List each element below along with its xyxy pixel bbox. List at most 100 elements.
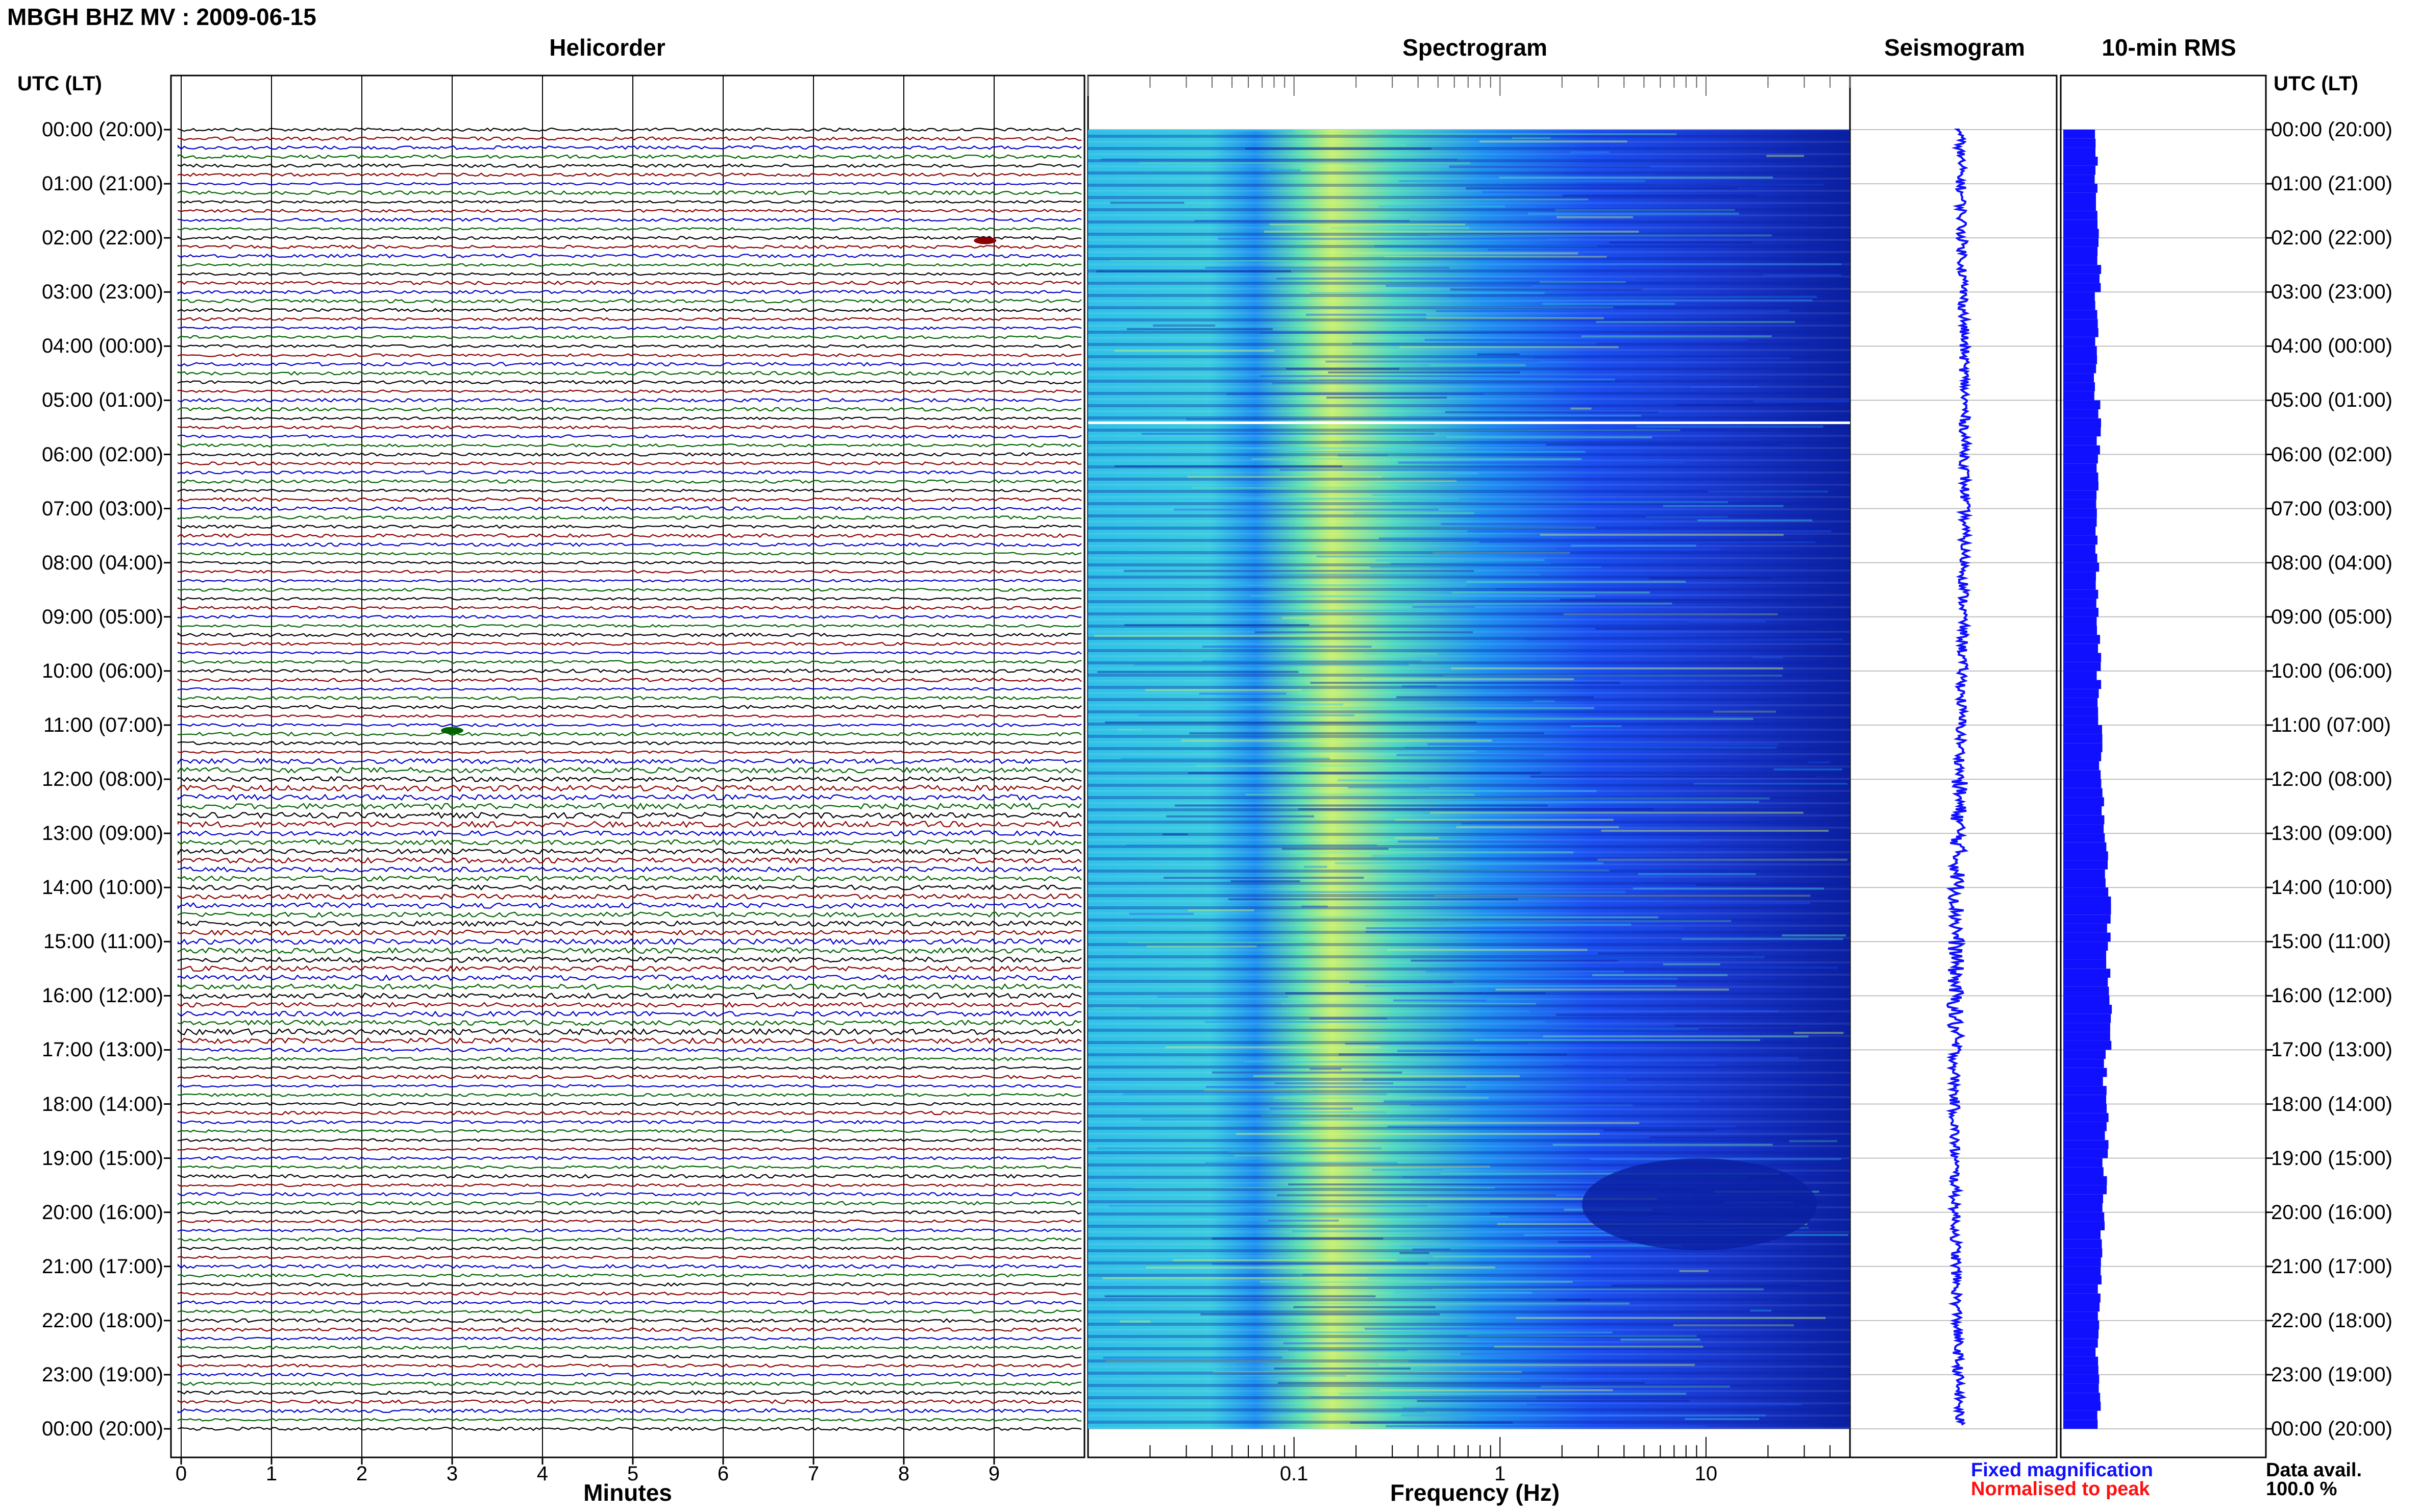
rms-bar xyxy=(2063,1013,2111,1023)
helicorder-trace xyxy=(177,821,1082,828)
time-tick-label-left: 23:00 (19:00) xyxy=(42,1363,163,1386)
rms-bar xyxy=(2063,1329,2099,1339)
rms-bar xyxy=(2063,815,2105,825)
time-tick-label-left: 09:00 (05:00) xyxy=(42,605,163,628)
helicorder-trace xyxy=(177,678,1082,682)
helicorder-trace xyxy=(177,1165,1082,1170)
rms-bar xyxy=(2063,1176,2107,1185)
helicorder-trace xyxy=(177,253,1082,259)
helicorder-trace xyxy=(177,190,1082,195)
helicorder-trace xyxy=(177,244,1082,250)
time-tick-label-left: 15:00 (11:00) xyxy=(43,930,163,953)
time-tick-label-right: 21:00 (17:00) xyxy=(2271,1255,2392,1278)
helicorder-trace xyxy=(177,209,1082,213)
rms-bar xyxy=(2063,969,2111,978)
time-tick-label-left: 10:00 (06:00) xyxy=(42,659,163,682)
rms-bar xyxy=(2063,716,2099,725)
helicorder-trace xyxy=(177,1273,1082,1278)
rms-bar xyxy=(2063,256,2097,265)
rms-bar xyxy=(2063,599,2096,608)
time-tick-label-left: 16:00 (12:00) xyxy=(42,984,163,1007)
time-tick-label-left: 19:00 (15:00) xyxy=(42,1147,163,1170)
time-tick-label-right: 19:00 (15:00) xyxy=(2271,1147,2392,1170)
helicorder-trace xyxy=(177,911,1082,918)
helicorder-trace xyxy=(177,272,1082,276)
time-tick-label-right: 17:00 (13:00) xyxy=(2271,1038,2392,1061)
rms-bar xyxy=(2063,1212,2105,1222)
rms-bar xyxy=(2063,680,2102,689)
rms-bar xyxy=(2063,896,2111,906)
rms-bar xyxy=(2063,1095,2106,1104)
rms-bar xyxy=(2063,986,2109,996)
helicorder-trace xyxy=(177,1110,1082,1116)
helicorder-trace xyxy=(177,938,1082,946)
minute-tick-label: 6 xyxy=(717,1463,729,1485)
rms-bar xyxy=(2063,1158,2103,1168)
helicorder-trace xyxy=(177,668,1082,674)
minute-tick-label: 8 xyxy=(898,1463,910,1485)
helicorder-trace xyxy=(177,416,1082,420)
rms-bar xyxy=(2063,157,2098,166)
rms-bar xyxy=(2063,202,2096,211)
time-tick-label-left: 03:00 (23:00) xyxy=(42,281,163,304)
helicorder-trace xyxy=(177,740,1082,746)
rms-bar xyxy=(2063,1077,2103,1086)
rms-bar xyxy=(2063,337,2095,346)
rms-bar xyxy=(2063,1248,2103,1258)
rms-bar xyxy=(2063,824,2104,834)
helicorder-trace xyxy=(177,1183,1082,1187)
panel-frame-3 xyxy=(2060,75,2267,1458)
helicorder-trace xyxy=(177,1309,1082,1314)
page-title: MBGH BHZ MV : 2009-06-15 xyxy=(7,4,316,30)
helicorder-trace xyxy=(177,766,1082,774)
utc-label-left: UTC (LT) xyxy=(17,72,102,95)
helicorder-trace xyxy=(177,362,1082,367)
rms-bar xyxy=(2063,1149,2108,1158)
helicorder-trace xyxy=(177,317,1082,321)
rms-bar xyxy=(2063,950,2106,960)
helicorder-trace xyxy=(177,1156,1082,1160)
rms-bar xyxy=(2063,481,2099,491)
helicorder-trace xyxy=(177,227,1082,231)
helicorder-trace xyxy=(177,569,1082,574)
rms-bar xyxy=(2063,1320,2100,1330)
helicorder-trace xyxy=(177,1192,1082,1197)
rms-bar xyxy=(2063,860,2108,870)
rms-bar xyxy=(2063,184,2097,193)
rms-bar xyxy=(2063,265,2102,274)
helicorder-trace xyxy=(177,1346,1082,1350)
helicorder-trace xyxy=(177,1237,1082,1242)
rms-bar xyxy=(2063,878,2106,888)
rms-bar xyxy=(2063,130,2095,139)
data-availability-label: Data avail. xyxy=(2266,1459,2362,1481)
helicorder-trace xyxy=(177,488,1082,492)
rms-bar xyxy=(2063,1167,2104,1176)
rms-bar xyxy=(2063,427,2101,437)
helicorder-trace xyxy=(177,839,1082,846)
rms-bar xyxy=(2063,959,2107,969)
rms-bar xyxy=(2063,1275,2102,1285)
helicorder-trace xyxy=(177,920,1082,927)
seismogram-line xyxy=(1945,129,1973,1426)
rms-bar xyxy=(2063,355,2097,364)
rms-bar xyxy=(2063,283,2101,292)
helicorder-trace xyxy=(177,443,1082,448)
rms-bar xyxy=(2063,1140,2109,1149)
helicorder-trace xyxy=(177,1010,1082,1018)
helicorder-trace xyxy=(177,389,1082,393)
rms-bar xyxy=(2063,490,2097,500)
helicorder-trace xyxy=(177,461,1082,466)
helicorder-trace xyxy=(177,326,1082,330)
legend-fixed-magnification: Fixed magnification xyxy=(1971,1459,2153,1481)
helicorder-trace xyxy=(177,723,1082,727)
time-tick-label-right: 23:00 (19:00) xyxy=(2271,1363,2392,1386)
rms-bar xyxy=(2063,292,2095,301)
rms-bar xyxy=(2063,941,2108,951)
time-tick-label-right: 04:00 (00:00) xyxy=(2271,335,2392,358)
rms-bar xyxy=(2063,554,2097,563)
helicorder-trace xyxy=(177,587,1082,592)
helicorder-trace xyxy=(177,597,1082,601)
time-tick-label-right: 22:00 (18:00) xyxy=(2271,1309,2392,1332)
helicorder-trace xyxy=(177,353,1082,357)
rms-bar xyxy=(2063,499,2096,509)
